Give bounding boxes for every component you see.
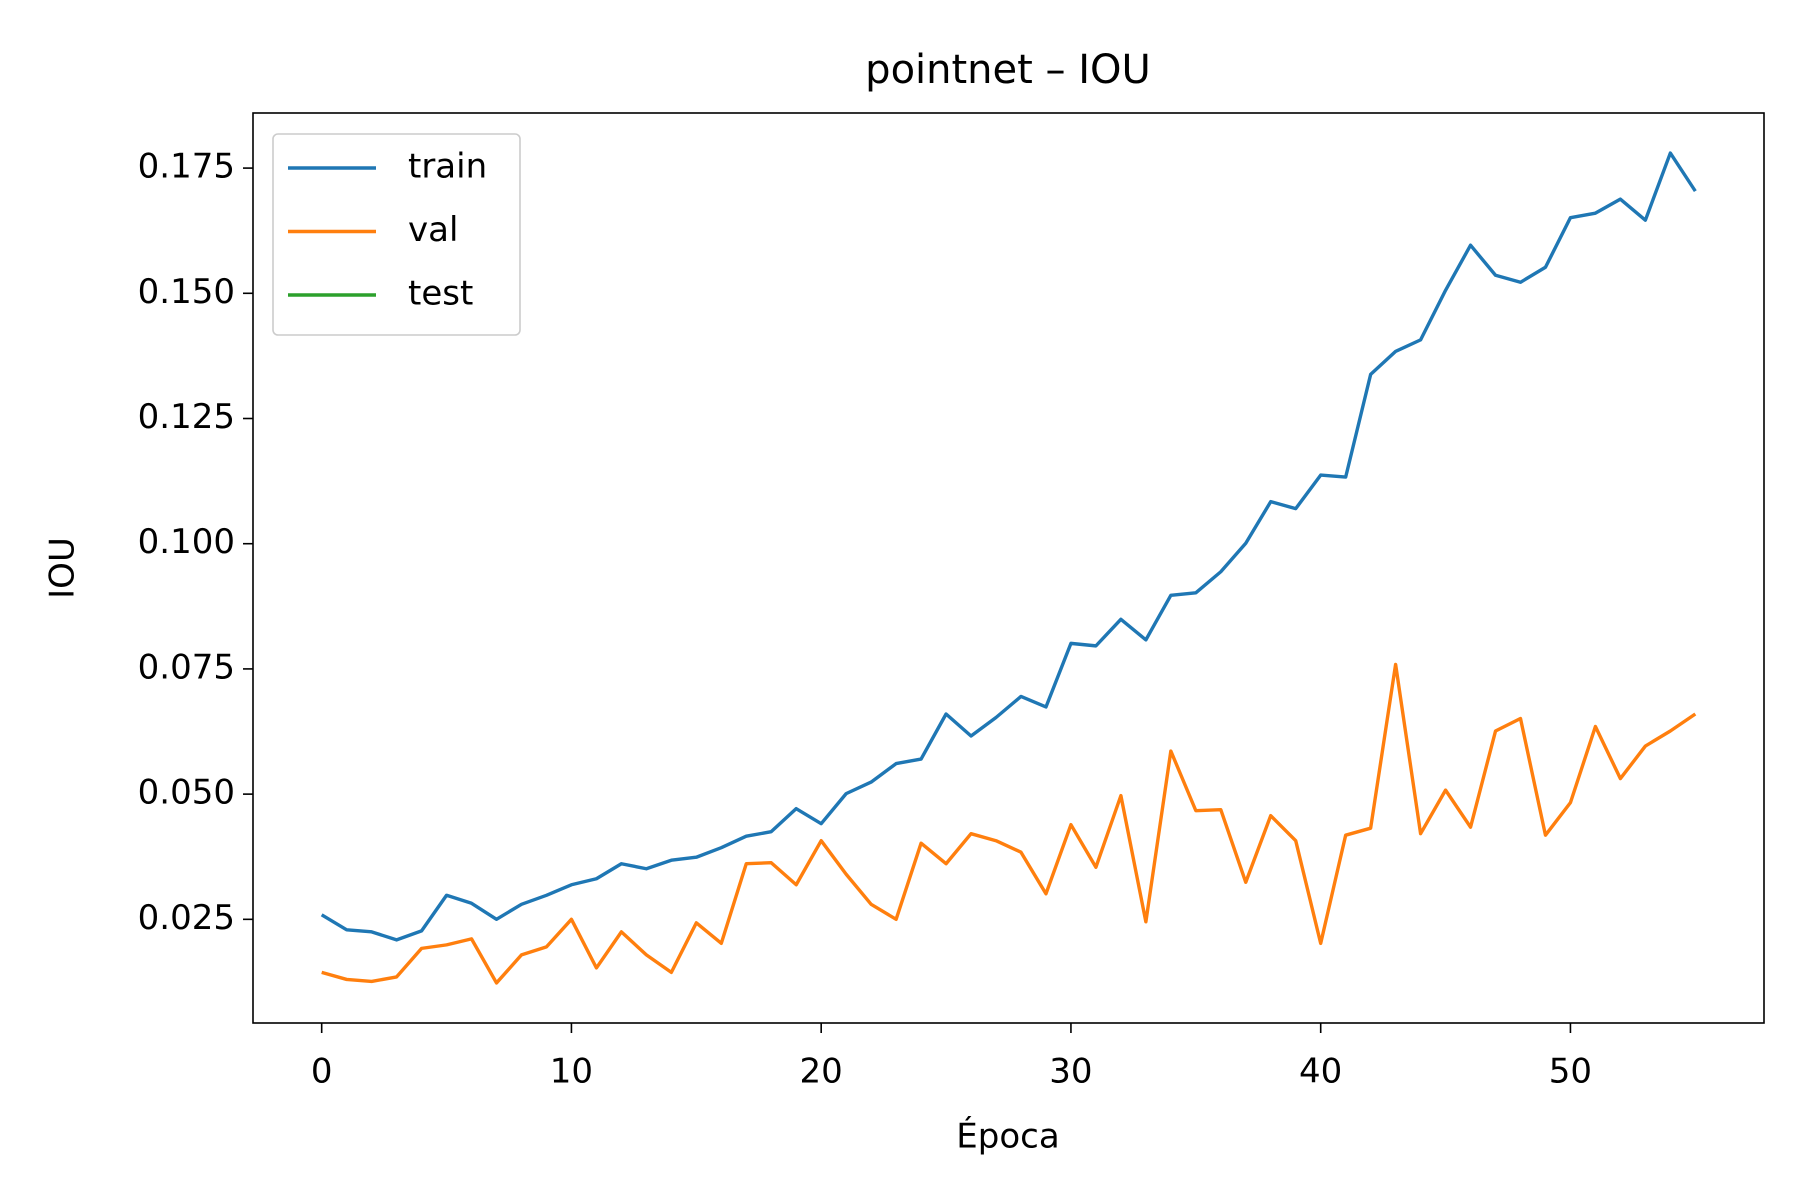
x-axis-label: Época	[956, 1116, 1059, 1157]
legend-box	[272, 133, 521, 336]
legend-label: val	[408, 210, 458, 250]
x-tick-label: 0	[311, 1052, 333, 1092]
y-tick-label: 0.150	[138, 272, 235, 312]
y-axis-label: IOU	[43, 537, 83, 599]
x-tick-label: 20	[800, 1052, 843, 1092]
legend-label: train	[408, 147, 487, 187]
x-tick-label: 10	[550, 1052, 593, 1092]
y-tick-label: 0.100	[138, 522, 235, 562]
series-line	[321, 662, 1697, 985]
x-tick-label: 30	[1049, 1052, 1092, 1092]
legend-label: test	[408, 274, 473, 314]
plot-frame	[252, 112, 1765, 1024]
y-tick-label: 0.075	[138, 647, 235, 687]
series-line	[320, 151, 1697, 942]
x-tick-label: 40	[1299, 1052, 1342, 1092]
y-tick-label: 0.025	[138, 898, 235, 938]
y-tick-label: 0.125	[138, 397, 235, 437]
y-tick-label: 0.050	[138, 773, 235, 813]
y-tick-label: 0.175	[138, 147, 235, 187]
chart-title: pointnet – IOU	[865, 47, 1151, 93]
x-tick-label: 50	[1549, 1052, 1592, 1092]
